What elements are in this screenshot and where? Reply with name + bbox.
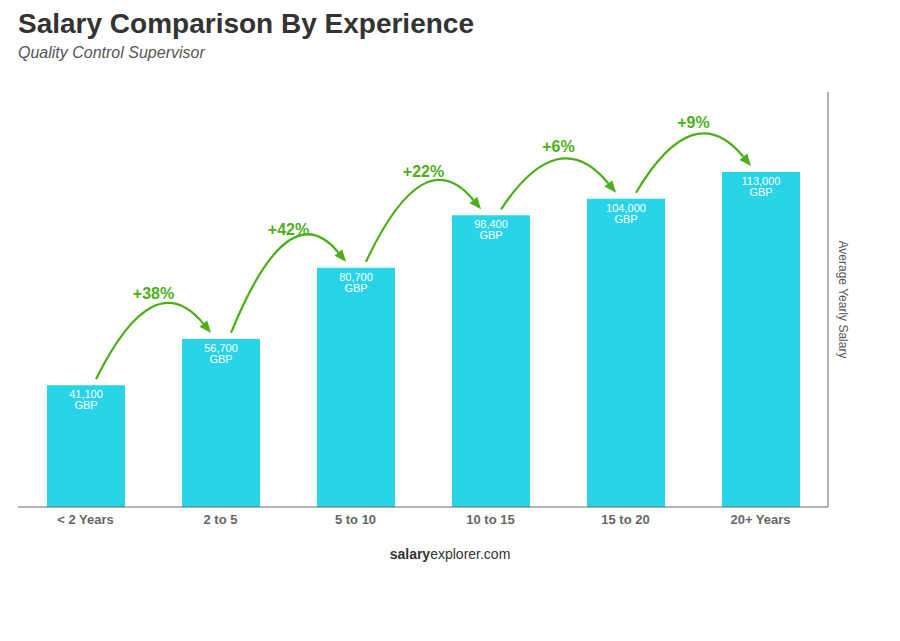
svg-text:10 to 15: 10 to 15 (466, 512, 514, 527)
svg-text:15 to 20: 15 to 20 (601, 512, 649, 527)
svg-text:5 to 10: 5 to 10 (335, 512, 376, 527)
svg-text:+38%: +38% (133, 285, 174, 302)
svg-text:113,000GBP: 113,000GBP (742, 175, 781, 198)
html-text:Salary Comparison By Experienc: Salary Comparison By Experience (18, 8, 474, 39)
svg-text:56,700GBP: 56,700GBP (204, 342, 238, 365)
svg-text:Average Yearly Salary: Average Yearly Salary (836, 241, 850, 359)
svg-text:+22%: +22% (403, 163, 444, 180)
svg-text:< 2 Years: < 2 Years (57, 512, 114, 527)
svg-text:+9%: +9% (677, 114, 709, 131)
svg-text:98,400GBP: 98,400GBP (474, 218, 508, 241)
svg-text:41,100GBP: 41,100GBP (69, 388, 103, 411)
svg-text:104,000GBP: 104,000GBP (606, 202, 646, 225)
html-text:salary explorer.com: salary explorer.com (389, 546, 511, 562)
svg-text:80,700GBP: 80,700GBP (339, 271, 373, 294)
svg-text:20+ Years: 20+ Years (730, 512, 790, 527)
svg-text:+42%: +42% (268, 221, 309, 238)
svg-text:2 to 5: 2 to 5 (204, 512, 238, 527)
html-text:Quality Control Supervisor: Quality Control Supervisor (18, 44, 205, 61)
svg-text:+6%: +6% (542, 138, 574, 155)
